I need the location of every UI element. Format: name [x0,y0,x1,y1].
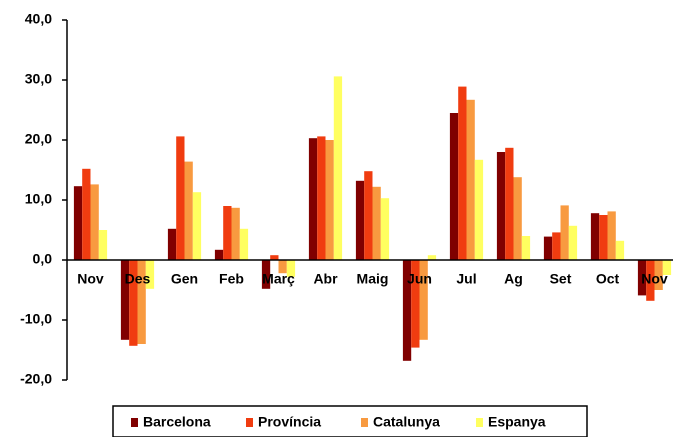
bar [552,232,561,260]
x-tick-label: Maig [357,271,389,287]
bar [176,136,185,260]
bar [317,136,326,260]
bar [231,207,240,260]
x-tick-label: Jul [456,271,476,287]
bar [466,99,475,260]
bar [505,147,514,260]
bar [145,260,155,289]
bar [239,228,249,260]
y-tick-label: 30,0 [25,71,52,87]
y-tick-label: 40,0 [25,11,52,27]
x-tick-label: Nov [77,271,104,287]
x-tick-label: Jun [407,271,432,287]
bar [496,152,506,260]
bar [308,138,318,260]
x-tick-label: Nov [641,271,668,287]
bar [90,184,99,260]
bar [120,260,130,340]
bar [167,228,177,260]
legend-swatch [246,418,253,427]
legend-swatch [131,418,138,427]
x-tick-label: Abr [313,271,338,287]
bar [568,225,578,260]
bar [662,260,672,275]
bar [73,186,83,260]
bar [449,113,459,260]
bar [521,236,531,260]
bar [654,260,663,290]
bar [184,161,193,260]
bar [637,260,647,296]
x-tick-label: Feb [219,271,244,287]
bar [590,213,600,260]
x-tick-label: Des [125,271,151,287]
legend-label: Barcelona [143,414,211,430]
bar [192,192,202,260]
bar [223,206,232,260]
bar [513,177,522,260]
bar [607,211,616,260]
y-tick-label: 10,0 [25,191,52,207]
bar [419,260,428,340]
bar [325,140,334,260]
legend-label: Catalunya [373,414,440,430]
y-tick-label: 0,0 [33,251,53,267]
bar [543,236,553,260]
bar [278,260,287,274]
bar [98,230,108,260]
y-tick-label: -20,0 [20,371,52,387]
legend-label: Província [258,414,321,430]
bar [355,180,365,260]
legend-swatch [476,418,483,427]
bar [599,215,608,260]
x-tick-label: Ag [504,271,523,287]
bar [214,249,224,260]
bar [560,205,569,260]
bar [364,171,373,260]
bar [380,198,390,260]
bar [474,159,484,260]
x-tick-label: Març [262,271,295,287]
x-tick-label: Gen [171,271,198,287]
bar [411,260,420,348]
bar [82,168,91,260]
bar [129,260,138,346]
bar [372,186,381,260]
bar [402,260,412,361]
bar [286,260,296,277]
bar [137,260,146,344]
bar [427,255,437,260]
bar [261,260,271,289]
bar [333,76,343,261]
legend-label: Espanya [488,414,546,430]
legend-swatch [361,418,368,427]
y-tick-label: -10,0 [20,311,52,327]
x-tick-label: Oct [596,271,620,287]
legend-box [112,405,588,437]
x-tick-label: Set [550,271,572,287]
bar [458,86,467,260]
bar [270,255,279,260]
bar [646,260,655,301]
bar [615,240,625,260]
y-tick-label: 20,0 [25,131,52,147]
